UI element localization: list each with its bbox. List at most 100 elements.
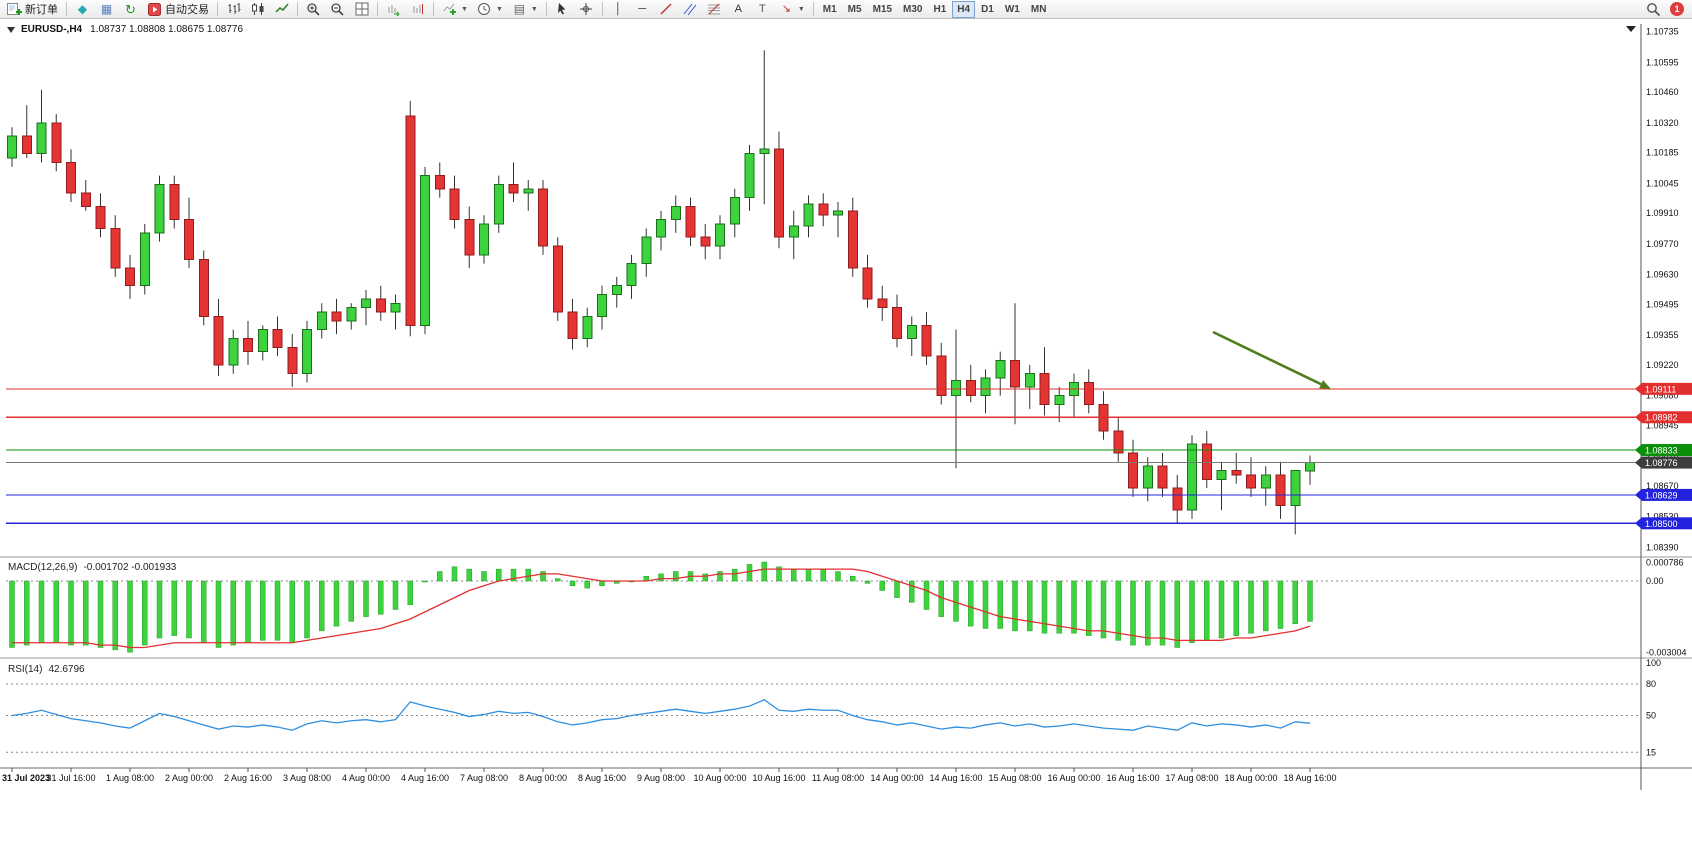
svg-text:1.08982: 1.08982 (1645, 413, 1678, 423)
svg-text:1.08500: 1.08500 (1645, 519, 1678, 529)
dropdown-arrow-icon: ▼ (530, 5, 538, 13)
navigator-button[interactable]: ◆ (71, 1, 94, 18)
bar-chart-button[interactable] (222, 1, 245, 18)
price-level-label: 1.08833 (1635, 444, 1692, 457)
svg-text:1.10735: 1.10735 (1646, 27, 1679, 37)
horizontal-line-button[interactable]: ─ (631, 1, 654, 18)
svg-text:1.10320: 1.10320 (1646, 118, 1679, 128)
refresh-button[interactable]: ↻ (119, 1, 142, 18)
svg-text:1.08530: 1.08530 (1646, 512, 1679, 522)
auto-scroll-button[interactable] (382, 1, 405, 18)
arrows-button[interactable]: ↘ ▼ (775, 1, 809, 18)
price-level-label: 1.08629 (1635, 488, 1692, 501)
symbol-period-label: EURUSD-,H4 (21, 24, 83, 35)
templates-button[interactable]: ▤ ▼ (508, 1, 542, 18)
timeframe-m5-button[interactable]: M5 (843, 1, 867, 18)
macd-values: -0.001702 -0.001933 (83, 562, 177, 573)
svg-text:1.08629: 1.08629 (1645, 490, 1678, 500)
timeframe-d1-button[interactable]: D1 (976, 1, 999, 18)
timeframe-m15-button-label: M15 (872, 3, 893, 15)
chart-canvas: 1.10735 1.10595 1.10460 1.10320 1.10185 1.100… (0, 24, 1692, 790)
dropdown-arrow-icon: ▼ (461, 5, 468, 13)
terminal-button[interactable]: ▦ (95, 1, 118, 18)
svg-text:10 Aug 00:00: 10 Aug 00:00 (693, 773, 746, 783)
shift-chart-button[interactable] (406, 1, 429, 18)
notification-badge[interactable]: 1 (1670, 2, 1684, 16)
svg-text:1.09080: 1.09080 (1646, 391, 1679, 401)
svg-text:1.08670: 1.08670 (1646, 481, 1679, 491)
template-icon: ▤ (513, 2, 526, 16)
timeframe-mn-button[interactable]: MN (1026, 1, 1052, 18)
svg-text:0.000786: 0.000786 (1646, 557, 1684, 567)
zoom-out-button[interactable] (326, 1, 349, 18)
svg-text:16 Aug 16:00: 16 Aug 16:00 (1106, 773, 1159, 783)
zoom-out-icon (330, 2, 345, 17)
timeframe-h1-button-label: H1 (933, 3, 947, 15)
cursor-button[interactable] (551, 1, 574, 18)
new-order-button-label: 新订单 (25, 4, 58, 16)
macd-axis-labels: 0.000786 0.00 -0.003004 (1646, 557, 1687, 657)
label-icon: T (758, 2, 766, 15)
chart-title: EURUSD-,H4 1.08737 1.08808 1.08675 1.0877… (21, 24, 243, 35)
timeframe-w1-button[interactable]: W1 (1000, 1, 1025, 18)
zoom-in-button[interactable] (302, 1, 325, 18)
search-button[interactable] (1642, 1, 1665, 18)
svg-text:15 Aug 08:00: 15 Aug 08:00 (988, 773, 1041, 783)
trendline-icon (659, 2, 674, 17)
one-click-trading-toggle-icon[interactable] (7, 27, 15, 37)
bar-chart-icon (226, 2, 241, 17)
svg-text:1.10045: 1.10045 (1646, 178, 1679, 188)
tile-windows-button[interactable] (350, 1, 373, 18)
macd-signal-line (12, 568, 1311, 649)
text-label-button[interactable]: T (751, 1, 774, 18)
autotrading-button[interactable]: 自动交易 (143, 1, 213, 18)
price-level-label: 1.08982 (1635, 411, 1692, 424)
svg-text:4 Aug 16:00: 4 Aug 16:00 (401, 773, 449, 783)
svg-text:9 Aug 08:00: 9 Aug 08:00 (637, 773, 685, 783)
periods-button[interactable]: ▼ (473, 1, 507, 18)
arrow-annotation[interactable] (1212, 330, 1331, 389)
timeframe-mn-button-label: MN (1030, 3, 1047, 15)
equidistant-channel-button[interactable] (679, 1, 702, 18)
price-axis-labels: 1.10735 1.10595 1.10460 1.10320 1.10185 1.100… (1646, 27, 1679, 553)
line-chart-button[interactable] (270, 1, 293, 18)
svg-text:50: 50 (1646, 711, 1656, 721)
svg-text:8 Aug 00:00: 8 Aug 00:00 (519, 773, 567, 783)
text-button[interactable]: A (727, 1, 750, 18)
refresh-icon: ↻ (125, 1, 136, 17)
new-order-button[interactable]: 新订单 (3, 1, 62, 18)
crosshair-icon (579, 2, 594, 17)
fibonacci-button[interactable] (703, 1, 726, 18)
rsi-indicator-label: RSI(14) 42.6796 (8, 664, 85, 675)
dropdown-arrow-icon: ▼ (797, 5, 805, 13)
svg-text:100: 100 (1646, 658, 1661, 668)
timeframe-h4-button-label: H4 (957, 3, 971, 15)
timeframe-m30-button-label: M30 (903, 3, 923, 15)
candles-icon (250, 2, 265, 17)
vertical-line-button[interactable]: │ (607, 1, 630, 18)
new-order-icon (7, 2, 22, 17)
svg-text:31 Jul 2023: 31 Jul 2023 (2, 773, 50, 783)
svg-text:18 Aug 16:00: 18 Aug 16:00 (1283, 773, 1336, 783)
toolbar-right: 1 (1642, 1, 1689, 18)
timeframe-m15-button[interactable]: M15 (868, 1, 897, 18)
timeframe-h4-button[interactable]: H4 (952, 0, 976, 18)
toolbar-separator (812, 2, 814, 16)
autotrading-button-label: 自动交易 (165, 4, 209, 16)
svg-text:14 Aug 00:00: 14 Aug 00:00 (870, 773, 923, 783)
svg-text:0.00: 0.00 (1646, 576, 1664, 586)
timeframe-m30-button[interactable]: M30 (898, 1, 927, 18)
toolbar-separator (433, 2, 434, 16)
timeframe-h1-button[interactable]: H1 (928, 1, 951, 18)
crosshair-button[interactable] (575, 1, 598, 18)
macd-name: MACD(12,26,9) (8, 562, 78, 573)
indicators-button[interactable]: ▼ (438, 1, 472, 18)
candlestick-button[interactable] (246, 1, 269, 18)
timeframe-m1-button[interactable]: M1 (818, 1, 842, 18)
svg-text:1.09495: 1.09495 (1646, 299, 1679, 309)
svg-text:1.09910: 1.09910 (1646, 208, 1679, 218)
timeframe-m1-button-label: M1 (822, 3, 837, 15)
shift-icon (410, 2, 425, 17)
trendline-button[interactable] (655, 1, 678, 18)
dropdown-arrow-icon: ▼ (495, 5, 503, 13)
